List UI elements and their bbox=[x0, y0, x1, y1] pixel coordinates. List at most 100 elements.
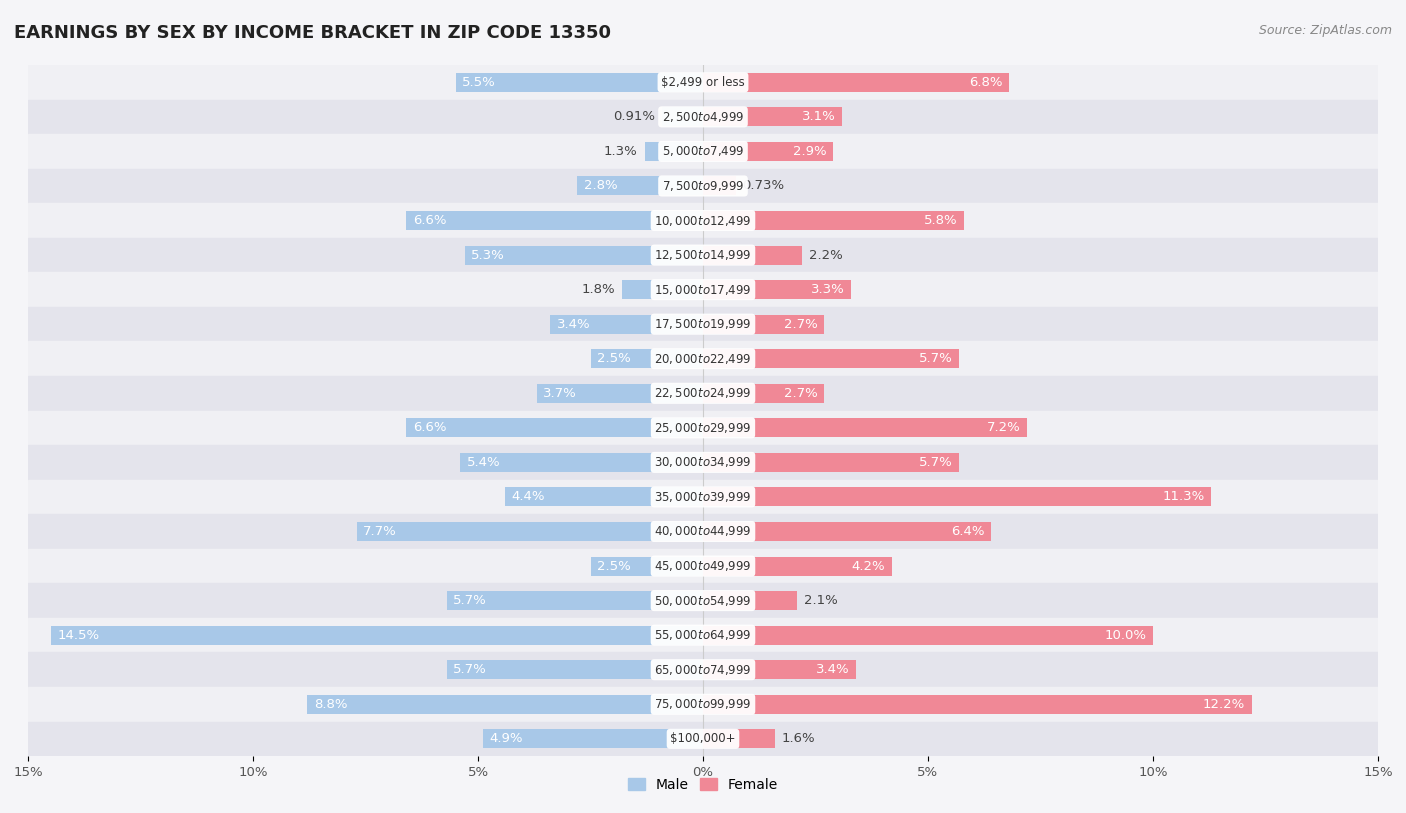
Text: 7.2%: 7.2% bbox=[987, 421, 1021, 434]
Bar bbox=[28, 376, 1378, 411]
Bar bbox=[406, 211, 703, 230]
Text: 1.8%: 1.8% bbox=[582, 283, 616, 296]
Bar bbox=[28, 341, 1378, 376]
Text: 2.7%: 2.7% bbox=[785, 387, 818, 400]
Text: $25,000 to $29,999: $25,000 to $29,999 bbox=[654, 421, 752, 435]
Bar bbox=[703, 315, 824, 333]
Text: EARNINGS BY SEX BY INCOME BRACKET IN ZIP CODE 13350: EARNINGS BY SEX BY INCOME BRACKET IN ZIP… bbox=[14, 24, 612, 42]
Bar bbox=[28, 446, 1378, 480]
Text: $40,000 to $44,999: $40,000 to $44,999 bbox=[654, 524, 752, 538]
Text: $50,000 to $54,999: $50,000 to $54,999 bbox=[654, 593, 752, 607]
Text: 5.7%: 5.7% bbox=[453, 594, 486, 607]
Text: 6.6%: 6.6% bbox=[413, 421, 446, 434]
Text: 3.1%: 3.1% bbox=[801, 111, 835, 124]
Legend: Male, Female: Male, Female bbox=[623, 772, 783, 798]
Text: 3.4%: 3.4% bbox=[815, 663, 849, 676]
Bar bbox=[28, 272, 1378, 307]
Bar bbox=[28, 134, 1378, 169]
Bar bbox=[482, 729, 703, 748]
Text: $45,000 to $49,999: $45,000 to $49,999 bbox=[654, 559, 752, 573]
Bar bbox=[591, 557, 703, 576]
Bar bbox=[703, 176, 735, 195]
Text: $55,000 to $64,999: $55,000 to $64,999 bbox=[654, 628, 752, 642]
Text: $7,500 to $9,999: $7,500 to $9,999 bbox=[662, 179, 744, 193]
Text: $12,500 to $14,999: $12,500 to $14,999 bbox=[654, 248, 752, 262]
Text: $22,500 to $24,999: $22,500 to $24,999 bbox=[654, 386, 752, 400]
Bar bbox=[28, 722, 1378, 756]
Text: 2.7%: 2.7% bbox=[785, 318, 818, 331]
Text: 2.5%: 2.5% bbox=[598, 559, 631, 572]
Bar bbox=[28, 65, 1378, 99]
Bar bbox=[28, 687, 1378, 722]
Text: $35,000 to $39,999: $35,000 to $39,999 bbox=[654, 490, 752, 504]
Bar bbox=[464, 246, 703, 264]
Bar bbox=[28, 169, 1378, 203]
Text: 5.3%: 5.3% bbox=[471, 249, 505, 262]
Bar bbox=[703, 729, 775, 748]
Text: 3.7%: 3.7% bbox=[543, 387, 576, 400]
Bar bbox=[703, 591, 797, 610]
Text: $17,500 to $19,999: $17,500 to $19,999 bbox=[654, 317, 752, 331]
Bar bbox=[703, 142, 834, 161]
Text: 11.3%: 11.3% bbox=[1163, 490, 1205, 503]
Bar bbox=[576, 176, 703, 195]
Text: 3.3%: 3.3% bbox=[811, 283, 845, 296]
Text: $30,000 to $34,999: $30,000 to $34,999 bbox=[654, 455, 752, 469]
Text: $20,000 to $22,499: $20,000 to $22,499 bbox=[654, 352, 752, 366]
Text: 3.4%: 3.4% bbox=[557, 318, 591, 331]
Text: 0.73%: 0.73% bbox=[742, 180, 785, 193]
Text: 2.2%: 2.2% bbox=[808, 249, 842, 262]
Text: $2,499 or less: $2,499 or less bbox=[661, 76, 745, 89]
Text: $75,000 to $99,999: $75,000 to $99,999 bbox=[654, 698, 752, 711]
Bar bbox=[28, 307, 1378, 341]
Bar bbox=[537, 384, 703, 402]
Bar bbox=[703, 419, 1026, 437]
Bar bbox=[591, 350, 703, 368]
Bar bbox=[447, 591, 703, 610]
Text: 10.0%: 10.0% bbox=[1104, 628, 1146, 641]
Bar bbox=[550, 315, 703, 333]
Text: 6.8%: 6.8% bbox=[969, 76, 1002, 89]
Bar bbox=[621, 280, 703, 299]
Bar bbox=[703, 626, 1153, 645]
Bar bbox=[28, 549, 1378, 584]
Text: $10,000 to $12,499: $10,000 to $12,499 bbox=[654, 214, 752, 228]
Bar bbox=[28, 411, 1378, 446]
Bar bbox=[406, 419, 703, 437]
Text: 12.2%: 12.2% bbox=[1204, 698, 1246, 711]
Bar bbox=[703, 660, 856, 679]
Text: $100,000+: $100,000+ bbox=[671, 733, 735, 746]
Text: Source: ZipAtlas.com: Source: ZipAtlas.com bbox=[1258, 24, 1392, 37]
Bar bbox=[28, 99, 1378, 134]
Text: 0.91%: 0.91% bbox=[613, 111, 655, 124]
Text: 2.9%: 2.9% bbox=[793, 145, 827, 158]
Bar bbox=[703, 695, 1251, 714]
Bar bbox=[662, 107, 703, 126]
Text: 4.4%: 4.4% bbox=[512, 490, 546, 503]
Text: 1.3%: 1.3% bbox=[605, 145, 638, 158]
Text: 5.8%: 5.8% bbox=[924, 214, 957, 227]
Bar bbox=[703, 211, 965, 230]
Text: 2.1%: 2.1% bbox=[804, 594, 838, 607]
Text: 5.4%: 5.4% bbox=[467, 456, 501, 469]
Bar bbox=[703, 557, 891, 576]
Bar bbox=[703, 350, 959, 368]
Bar bbox=[703, 522, 991, 541]
Bar bbox=[447, 660, 703, 679]
Text: 5.7%: 5.7% bbox=[920, 456, 953, 469]
Bar bbox=[703, 107, 842, 126]
Bar bbox=[28, 618, 1378, 652]
Bar bbox=[307, 695, 703, 714]
Bar bbox=[28, 203, 1378, 237]
Text: 6.4%: 6.4% bbox=[950, 525, 984, 538]
Text: 4.2%: 4.2% bbox=[852, 559, 886, 572]
Text: 5.5%: 5.5% bbox=[463, 76, 496, 89]
Bar bbox=[28, 515, 1378, 549]
Bar bbox=[51, 626, 703, 645]
Text: 5.7%: 5.7% bbox=[920, 352, 953, 365]
Bar bbox=[644, 142, 703, 161]
Text: 2.5%: 2.5% bbox=[598, 352, 631, 365]
Text: $65,000 to $74,999: $65,000 to $74,999 bbox=[654, 663, 752, 676]
Text: 1.6%: 1.6% bbox=[782, 733, 815, 746]
Text: 14.5%: 14.5% bbox=[58, 628, 100, 641]
